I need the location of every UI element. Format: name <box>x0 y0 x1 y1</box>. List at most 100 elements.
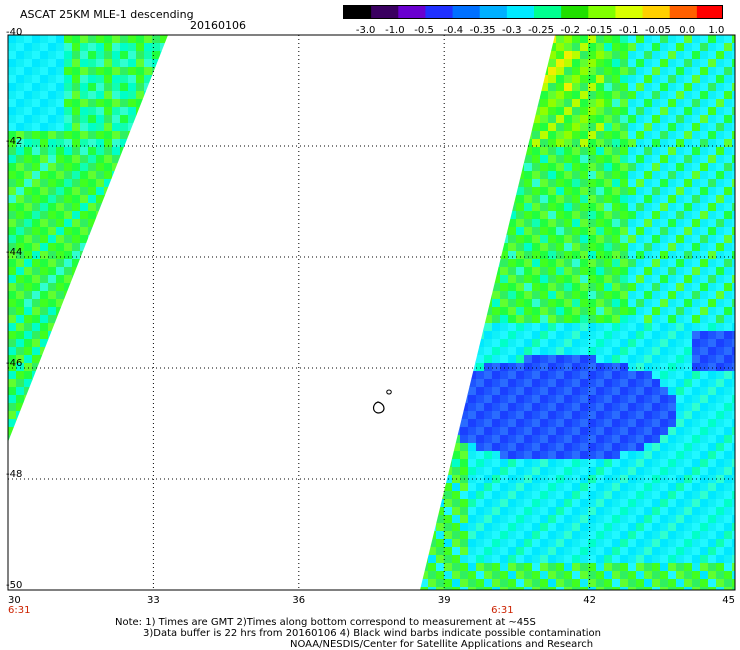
heatmap-cell <box>120 363 128 371</box>
heatmap-cell <box>524 51 532 59</box>
heatmap-cell <box>716 243 724 251</box>
heatmap-cell <box>500 419 508 427</box>
heatmap-cell <box>524 115 532 123</box>
heatmap-cell <box>620 243 628 251</box>
heatmap-cell <box>732 419 735 427</box>
heatmap-cell <box>64 315 72 323</box>
colorbar-segment <box>534 6 562 18</box>
heatmap-cell <box>120 323 128 331</box>
heatmap-cell <box>596 299 604 307</box>
heatmap-cell <box>56 251 64 259</box>
heatmap-cell <box>708 219 716 227</box>
heatmap-cell <box>112 379 120 387</box>
heatmap-cell <box>72 163 80 171</box>
heatmap-cell <box>40 195 48 203</box>
heatmap-cell <box>120 427 128 435</box>
heatmap-cell <box>596 163 604 171</box>
heatmap-cell <box>532 411 540 419</box>
heatmap-cell <box>24 163 32 171</box>
heatmap-cell <box>88 403 96 411</box>
heatmap-cell <box>716 147 724 155</box>
heatmap-cell <box>660 555 668 563</box>
heatmap-cell <box>636 267 644 275</box>
heatmap-cell <box>468 227 476 235</box>
heatmap-cell <box>540 83 548 91</box>
heatmap-cell <box>484 227 492 235</box>
heatmap-cell <box>460 363 468 371</box>
heatmap-cell <box>716 107 724 115</box>
heatmap-cell <box>548 371 556 379</box>
heatmap-cell <box>492 491 500 499</box>
heatmap-cell <box>548 283 556 291</box>
heatmap-cell <box>580 419 588 427</box>
heatmap-cell <box>144 251 152 259</box>
heatmap-cell <box>444 411 452 419</box>
heatmap-cell <box>596 243 604 251</box>
heatmap-cell <box>724 67 732 75</box>
heatmap-cell <box>452 107 460 115</box>
heatmap-cell <box>88 35 96 43</box>
heatmap-cell <box>732 123 735 131</box>
heatmap-cell <box>16 411 24 419</box>
heatmap-cell <box>644 331 652 339</box>
heatmap-cell <box>16 171 24 179</box>
heatmap-cell <box>484 67 492 75</box>
heatmap-cell <box>524 59 532 67</box>
heatmap-cell <box>88 275 96 283</box>
heatmap-cell <box>572 251 580 259</box>
heatmap-cell <box>548 51 556 59</box>
heatmap-cell <box>96 427 104 435</box>
heatmap-cell <box>636 371 644 379</box>
heatmap-cell <box>676 243 684 251</box>
heatmap-cell <box>72 67 80 75</box>
heatmap-cell <box>168 187 176 195</box>
heatmap-cell <box>668 275 676 283</box>
heatmap-cell <box>40 219 48 227</box>
heatmap-cell <box>484 91 492 99</box>
heatmap-cell <box>700 547 708 555</box>
heatmap-cell <box>16 91 24 99</box>
heatmap-cell <box>500 171 508 179</box>
heatmap-cell <box>612 299 620 307</box>
heatmap-cell <box>596 251 604 259</box>
heatmap-cell <box>532 339 540 347</box>
heatmap-cell <box>636 43 644 51</box>
heatmap-cell <box>460 91 468 99</box>
heatmap-cell <box>668 443 676 451</box>
heatmap-cell <box>676 515 684 523</box>
heatmap-cell <box>444 395 452 403</box>
heatmap-cell <box>492 299 500 307</box>
heatmap-cell <box>420 371 428 379</box>
heatmap-cell <box>708 411 716 419</box>
heatmap-cell <box>64 163 72 171</box>
heatmap-cell <box>532 355 540 363</box>
heatmap-cell <box>652 427 660 435</box>
heatmap-cell <box>620 483 628 491</box>
heatmap-cell <box>48 435 56 442</box>
heatmap-cell <box>8 83 16 91</box>
heatmap-cell <box>104 123 112 131</box>
heatmap-cell <box>516 179 524 187</box>
heatmap-cell <box>604 91 612 99</box>
heatmap-cell <box>628 163 636 171</box>
heatmap-cell <box>652 107 660 115</box>
heatmap-cell <box>532 307 540 315</box>
heatmap-cell <box>128 83 136 91</box>
heatmap-cell <box>708 539 716 547</box>
heatmap-cell <box>564 299 572 307</box>
heatmap-cell <box>548 259 556 267</box>
heatmap-cell <box>556 395 564 403</box>
heatmap-cell <box>524 403 532 411</box>
heatmap-cell <box>548 571 556 579</box>
heatmap-cell <box>96 211 104 219</box>
heatmap-cell <box>104 315 112 323</box>
heatmap-cell <box>588 395 596 403</box>
heatmap-cell <box>524 299 532 307</box>
heatmap-cell <box>476 283 484 291</box>
heatmap-cell <box>636 187 644 195</box>
heatmap-cell <box>64 235 72 243</box>
heatmap-cell <box>644 355 652 363</box>
heatmap-cell <box>500 131 508 139</box>
heatmap-cell <box>636 99 644 107</box>
heatmap-cell <box>136 395 144 403</box>
